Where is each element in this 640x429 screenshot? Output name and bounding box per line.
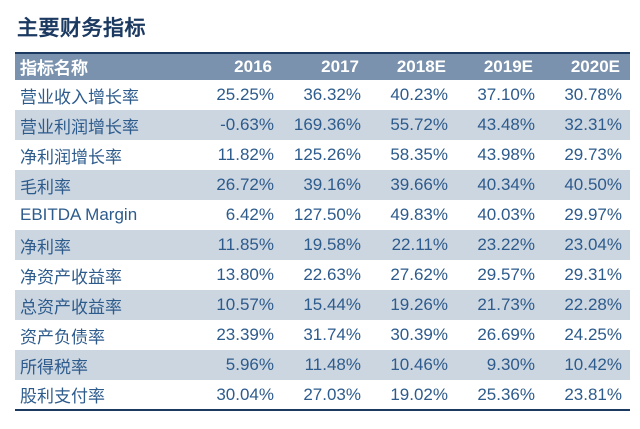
column-header-year: 2017 [282,53,369,80]
table-cell: 25.25% [216,85,274,104]
row-label: 毛利率 [15,170,195,200]
row-label: EBITDA Margin [20,205,138,224]
table-cell: 39.16% [282,170,369,200]
table-row: 总资产收益率 10.57% 15.44% 19.26% 21.73% 22.28% [15,290,630,320]
row-label: 净利润增长率 [20,147,122,167]
table-row: 营业利润增长率 -0.63% 169.36% 55.72% 43.48% 32.31% [15,110,630,140]
table-cell: 9.30% [456,350,543,380]
table-cell: 15.44% [282,290,369,320]
table-cell: 10.57% [195,290,282,320]
table-header-row: 指标名称 2016 2017 2018E 2019E 2020E [15,53,630,80]
column-header-year: 2016 [195,53,282,80]
table-cell: 27.03% [303,384,361,404]
table-cell: 11.85% [195,230,282,260]
table-cell: 40.34% [456,170,543,200]
table-row: 资产负债率 23.39% 31.74% 30.39% 26.69% 24.25% [15,320,630,350]
table-cell: 30.39% [390,325,448,344]
table-header: 指标名称 2016 2017 2018E 2019E 2020E [15,53,630,80]
table-body: 营业收入增长率 25.25% 36.32% 40.23% 37.10% 30.78% 营业利… [15,80,630,410]
table-row: 股利支付率 30.04% 27.03% 19.02% 25.36% 23.81% [15,380,630,410]
table-cell: 24.25% [564,325,622,344]
table-cell: 19.58% [282,230,369,260]
table-cell: 19.26% [369,290,456,320]
table-cell: 29.57% [477,265,535,284]
table-cell: 43.48% [456,110,543,140]
table-cell: 31.74% [303,325,361,344]
table-row: 毛利率 26.72% 39.16% 39.66% 40.34% 40.50% [15,170,630,200]
table-cell: 30.78% [564,85,622,104]
table-cell: 43.98% [477,145,535,164]
table-cell: 23.04% [543,230,630,260]
table-row: 净利率 11.85% 19.58% 22.11% 23.22% 23.04% [15,230,630,260]
table-cell: 30.04% [216,384,274,404]
table-cell: 32.31% [543,110,630,140]
table-row: 所得税率 5.96% 11.48% 10.46% 9.30% 10.42% [15,350,630,380]
financial-indicators-table: 指标名称 2016 2017 2018E 2019E 2020E 营业收入增长率 25.25… [15,52,630,411]
table-row: 净利润增长率 11.82% 125.26% 58.35% 43.98% 29.73% [15,140,630,170]
table-cell: 29.97% [564,205,622,224]
row-label: 营业利润增长率 [15,110,195,140]
table-cell: 13.80% [216,265,274,284]
table-cell: 22.63% [303,265,361,284]
table-cell: 6.42% [225,205,274,224]
table-cell: 23.22% [456,230,543,260]
table-cell: 26.69% [477,325,535,344]
row-label: 营业收入增长率 [20,87,139,107]
row-label: 总资产收益率 [15,290,195,320]
table-cell: 22.11% [369,230,456,260]
row-label: 股利支付率 [20,387,105,406]
row-label: 净利率 [15,230,195,260]
table-cell: 39.66% [369,170,456,200]
table-cell: 37.10% [477,85,535,104]
table-cell: 10.42% [543,350,630,380]
table-cell: 49.83% [390,205,448,224]
page-title: 主要财务指标 [17,17,146,40]
table-cell: 40.23% [390,85,448,104]
table-cell: 27.62% [390,265,448,284]
table-cell: 11.82% [217,145,274,164]
table-cell: -0.63% [195,110,282,140]
table-cell: 36.32% [303,85,361,104]
table-cell: 58.35% [390,145,448,164]
table-cell: 21.73% [456,290,543,320]
row-label: 资产负债率 [20,327,105,347]
column-header-year: 2018E [369,53,456,80]
column-header-label: 指标名称 [15,53,195,80]
table-row: 营业收入增长率 25.25% 36.32% 40.23% 37.10% 30.78% [15,80,630,110]
table-cell: 169.36% [282,110,369,140]
column-header-year: 2019E [456,53,543,80]
table-cell: 127.50% [293,205,361,224]
row-label: 所得税率 [15,350,195,380]
table-cell: 29.73% [564,145,622,164]
table-row: 净资产收益率 13.80% 22.63% 27.62% 29.57% 29.31% [15,260,630,290]
table-cell: 40.50% [543,170,630,200]
row-label: 净资产收益率 [20,267,122,287]
table-cell: 40.03% [477,205,535,224]
table-cell: 25.36% [477,384,535,404]
table-cell: 11.48% [282,350,369,380]
table-cell: 5.96% [195,350,282,380]
table-cell: 26.72% [195,170,282,200]
table-cell: 23.39% [216,325,274,344]
column-header-year: 2020E [543,53,630,80]
table-cell: 22.28% [543,290,630,320]
table-row: EBITDA Margin 6.42% 127.50% 49.83% 40.03% 29.… [15,200,630,230]
table-cell: 125.26% [293,145,361,164]
table-cell: 10.46% [369,350,456,380]
table-cell: 29.31% [564,265,622,284]
table-cell: 55.72% [369,110,456,140]
table-cell: 23.81% [564,384,622,404]
table-cell: 19.02% [390,384,448,404]
